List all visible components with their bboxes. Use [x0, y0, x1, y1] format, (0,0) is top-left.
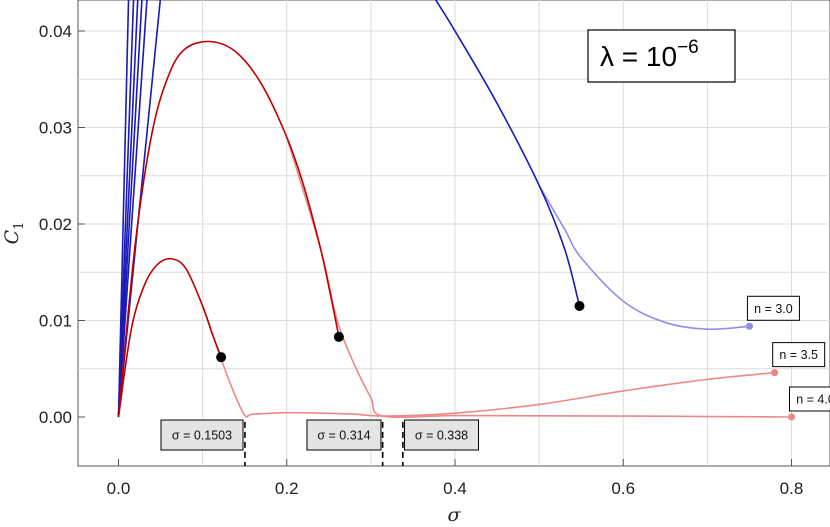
- sigma-annotation: σ = 0.314: [306, 419, 382, 451]
- sigma-annotation-text: σ = 0.1503: [172, 429, 232, 443]
- endpoint-marker: [771, 369, 779, 377]
- endpoint-marker: [216, 352, 227, 363]
- sigma-annotation-box: [160, 419, 244, 451]
- y-tick-label: 0.02: [39, 215, 72, 234]
- y-tick-label: 0.04: [39, 22, 72, 41]
- curves: [117, 0, 792, 419]
- series-label-box: [746, 295, 800, 321]
- parameter-box: λ = 10−6: [587, 29, 736, 83]
- x-tick-label: 0.8: [780, 479, 804, 498]
- y-tick-label: 0.01: [39, 312, 72, 331]
- axes: 0.0 0.2 0.4 0.6 0.8 0.00 0.01 0.02 0.03 0.04: [39, 22, 803, 498]
- series-line: [434, 0, 581, 307]
- series-label-text: n = 3.0: [754, 302, 793, 316]
- series-label: n = 4.0: [789, 386, 830, 412]
- series-label: n = 3.5: [772, 342, 826, 368]
- parameter-label: λ = 10: [600, 41, 677, 72]
- svg-text:λ = 10−6: λ = 10−6: [600, 37, 699, 72]
- series-line: [201, 305, 775, 418]
- endpoint-marker: [787, 413, 796, 421]
- series-line: [117, 40, 340, 418]
- series-label: n = 3.0: [746, 295, 800, 321]
- endpoint-marker: [574, 301, 585, 312]
- x-tick-label: 0.6: [611, 479, 635, 498]
- endpoint-marker: [333, 331, 344, 342]
- x-tick-label: 0.4: [443, 479, 467, 498]
- series-line: [117, 0, 148, 418]
- series-label-box: [789, 386, 830, 412]
- sigma-annotation: σ = 0.1503: [160, 419, 244, 451]
- x-tick-label: 0.0: [107, 479, 131, 498]
- parameter-exponent: −6: [677, 37, 699, 58]
- dashed-markers: [244, 421, 404, 466]
- plot-frame: [77, 0, 830, 467]
- series-label-text: n = 4.0: [796, 393, 830, 407]
- sigma-annotation: σ = 0.338: [404, 419, 480, 451]
- series-label-text: n = 3.5: [779, 348, 818, 362]
- y-tick-label: 0.03: [39, 119, 72, 138]
- sigma-annotation-box: [306, 419, 382, 451]
- sigma-annotation-box: [404, 419, 480, 451]
- y-axis-title-sub: 1: [12, 222, 27, 230]
- endpoint-markers: [216, 301, 796, 421]
- series-line: [538, 184, 750, 331]
- series-line: [117, 257, 222, 418]
- x-axis-title: σ: [448, 504, 462, 526]
- series-line: [117, 0, 130, 418]
- endpoint-marker: [745, 322, 754, 330]
- y-tick-label: 0.00: [39, 408, 72, 427]
- x-tick-label: 0.2: [275, 479, 299, 498]
- sigma-annotation-text: σ = 0.338: [415, 429, 468, 443]
- sigma-annotation-text: σ = 0.314: [317, 429, 370, 443]
- y-axis-title-main: C: [1, 229, 23, 244]
- annotations: σ = 0.1503 σ = 0.314 σ = 0.338 n = 3.0 n = 3…: [160, 295, 830, 451]
- series-label-box: [772, 342, 826, 368]
- series-line: [117, 0, 143, 418]
- y-axis-title: C1: [1, 222, 27, 245]
